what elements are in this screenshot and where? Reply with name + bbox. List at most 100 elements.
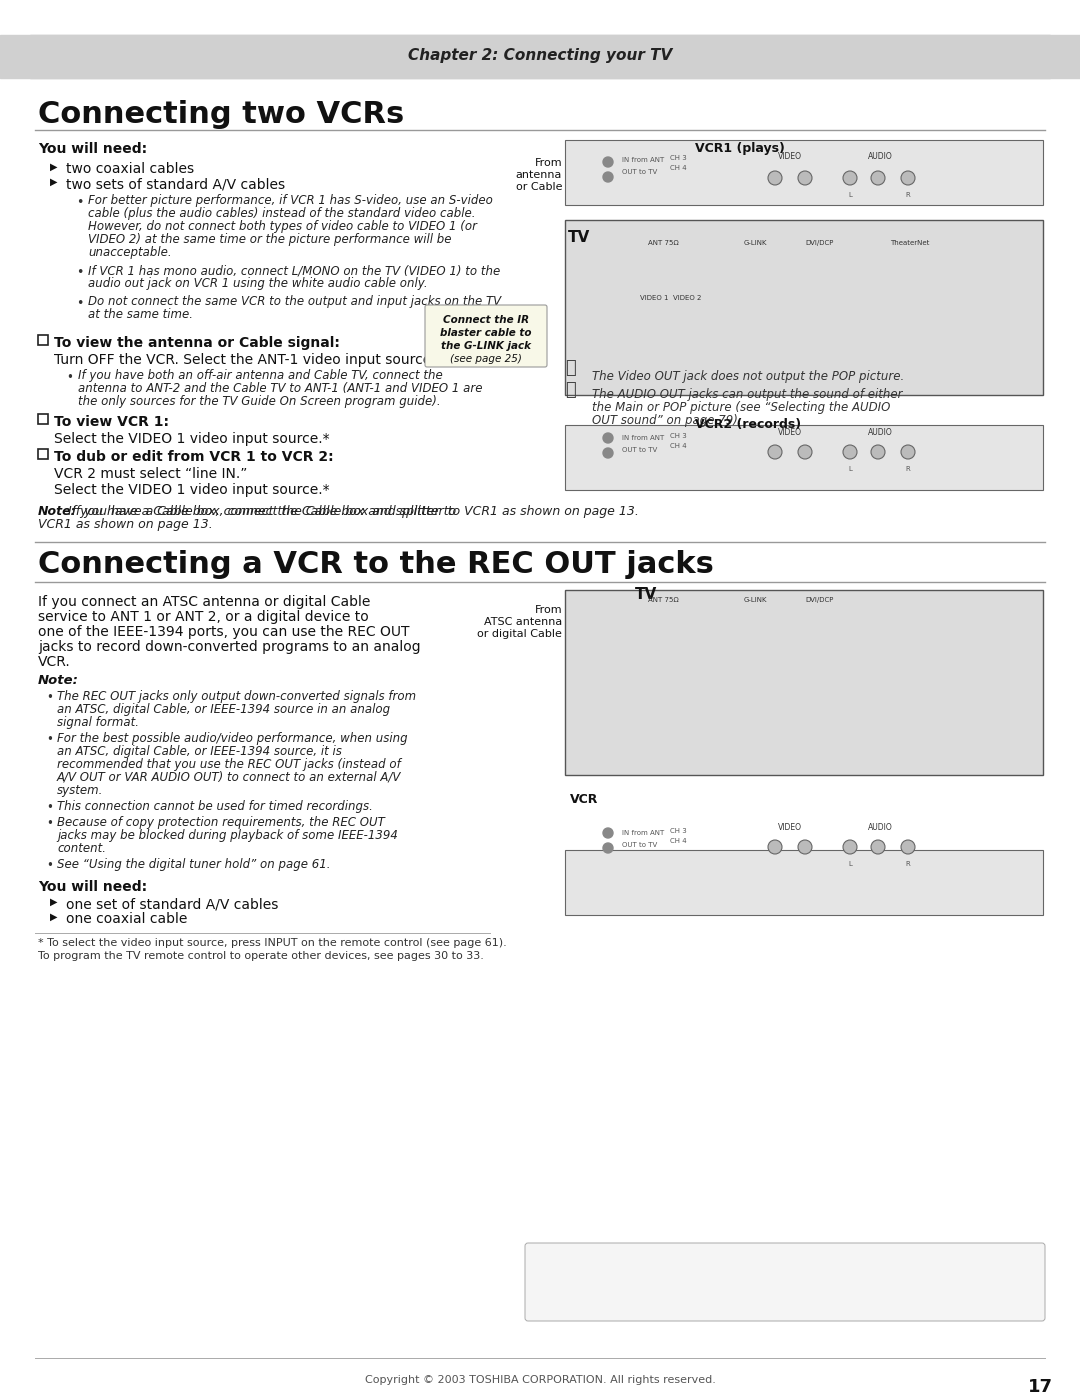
Text: liability.: liability.: [765, 1303, 805, 1315]
FancyBboxPatch shape: [525, 1243, 1045, 1322]
Text: VCR2 (records): VCR2 (records): [696, 418, 801, 432]
Text: If you have both an off-air antenna and Cable TV, connect the: If you have both an off-air antenna and …: [78, 369, 443, 381]
Text: one of the IEEE-1394 ports, you can use the REC OUT: one of the IEEE-1394 ports, you can use …: [38, 624, 409, 638]
Text: •: •: [46, 692, 53, 704]
Text: VIDEO 2) at the same time or the picture performance will be: VIDEO 2) at the same time or the picture…: [87, 233, 451, 246]
Text: AUDIO: AUDIO: [867, 823, 892, 833]
Bar: [38, 335, 48, 345]
Text: For the best possible audio/video performance, when using: For the best possible audio/video perfor…: [57, 732, 407, 745]
Text: The Video OUT jack does not output the POP picture.: The Video OUT jack does not output the P…: [592, 370, 904, 383]
Text: VIDEO: VIDEO: [778, 427, 802, 437]
Circle shape: [870, 170, 885, 184]
Text: CH 3: CH 3: [670, 433, 687, 439]
Text: other countries, and may subject you to civil and criminal: other countries, and may subject you to …: [634, 1291, 936, 1301]
Text: To dub or edit from VCR 1 to VCR 2:: To dub or edit from VCR 1 to VCR 2:: [54, 450, 334, 464]
FancyBboxPatch shape: [426, 305, 546, 367]
Text: IN from ANT: IN from ANT: [622, 830, 664, 835]
Text: However, do not connect both types of video cable to VIDEO 1 (or: However, do not connect both types of vi…: [87, 219, 477, 233]
Text: This connection cannot be used for timed recordings.: This connection cannot be used for timed…: [57, 800, 373, 813]
Text: prohibited under the Copyright Laws of the United States and: prohibited under the Copyright Laws of t…: [624, 1278, 946, 1288]
Text: ATSC antenna: ATSC antenna: [484, 617, 562, 627]
Text: CH 4: CH 4: [670, 165, 686, 170]
Text: Note:: Note:: [38, 504, 77, 518]
Circle shape: [603, 448, 613, 458]
Circle shape: [603, 828, 613, 838]
Text: Chapter 2: Connecting your TV: Chapter 2: Connecting your TV: [408, 47, 672, 63]
Text: CH 3: CH 3: [670, 828, 687, 834]
Circle shape: [603, 433, 613, 443]
Text: •: •: [76, 196, 83, 210]
Text: at the same time.: at the same time.: [87, 307, 193, 321]
Circle shape: [901, 840, 915, 854]
Text: From: From: [535, 158, 562, 168]
Text: 17: 17: [1027, 1377, 1053, 1396]
Text: cable (plus the audio cables) instead of the standard video cable.: cable (plus the audio cables) instead of…: [87, 207, 475, 219]
Text: R: R: [906, 191, 910, 198]
Text: You will need:: You will need:: [38, 142, 147, 156]
Text: Note:: Note:: [38, 673, 79, 687]
Text: VIDEO 1  VIDEO 2: VIDEO 1 VIDEO 2: [640, 295, 701, 300]
Text: •: •: [66, 372, 72, 384]
Text: L: L: [848, 191, 852, 198]
Text: OUT sound” on page 79).: OUT sound” on page 79).: [592, 414, 742, 427]
Text: one set of standard A/V cables: one set of standard A/V cables: [66, 897, 279, 911]
Circle shape: [603, 842, 613, 854]
Text: OUT to TV: OUT to TV: [622, 447, 658, 453]
Text: Ⓑ: Ⓑ: [565, 381, 576, 400]
Text: •: •: [76, 298, 83, 310]
Text: If you connect an ATSC antenna or digital Cable: If you connect an ATSC antenna or digita…: [38, 595, 370, 609]
Text: antenna: antenna: [515, 170, 562, 180]
Circle shape: [768, 840, 782, 854]
Text: To view VCR 1:: To view VCR 1:: [54, 415, 168, 429]
Text: See “Using the digital tuner hold” on page 61.: See “Using the digital tuner hold” on pa…: [57, 858, 330, 870]
Text: VIDEO: VIDEO: [778, 152, 802, 161]
Circle shape: [843, 170, 858, 184]
Text: The unauthorized recording, use, distribution, or revision of: The unauthorized recording, use, distrib…: [630, 1252, 941, 1261]
Text: ANT 75Ω: ANT 75Ω: [648, 597, 678, 604]
Bar: [565, 140, 1043, 205]
Text: Select the VIDEO 1 video input source.*: Select the VIDEO 1 video input source.*: [54, 432, 329, 446]
Text: •: •: [46, 817, 53, 830]
Text: If you have a Cable box, connect the Cable box and splitter to VCR1 as shown on : If you have a Cable box, connect the Cab…: [68, 504, 639, 518]
Bar: [565, 219, 1043, 395]
Text: G-LINK: G-LINK: [743, 597, 767, 604]
Text: two sets of standard A/V cables: two sets of standard A/V cables: [66, 177, 285, 191]
Text: A/V OUT or VAR AUDIO OUT) to connect to an external A/V: A/V OUT or VAR AUDIO OUT) to connect to …: [57, 771, 402, 784]
Bar: [30, 35, 1050, 78]
Text: CH 3: CH 3: [670, 155, 687, 161]
Text: To view the antenna or Cable signal:: To view the antenna or Cable signal:: [54, 337, 340, 351]
Text: Do not connect the same VCR to the output and input jacks on the TV: Do not connect the same VCR to the outpu…: [87, 295, 501, 307]
Circle shape: [843, 840, 858, 854]
Bar: [565, 425, 1043, 490]
Text: * To select the video input source, press INPUT on the remote control (see page : * To select the video input source, pres…: [38, 937, 507, 949]
Text: antenna to ANT-2 and the Cable TV to ANT-1 (ANT-1 and VIDEO 1 are: antenna to ANT-2 and the Cable TV to ANT…: [78, 381, 483, 395]
Text: VCR1 as shown on page 13.: VCR1 as shown on page 13.: [38, 518, 213, 531]
Text: Connect the IR: Connect the IR: [443, 314, 529, 326]
Text: VIDEO: VIDEO: [778, 823, 802, 833]
Text: The AUDIO OUT jacks can output the sound of either: The AUDIO OUT jacks can output the sound…: [592, 388, 903, 401]
Text: the G-LINK jack: the G-LINK jack: [441, 341, 531, 351]
Circle shape: [870, 446, 885, 460]
Bar: [565, 849, 1043, 915]
Text: Copyright © 2003 TOSHIBA CORPORATION. All rights reserved.: Copyright © 2003 TOSHIBA CORPORATION. Al…: [365, 1375, 715, 1384]
Text: TV: TV: [635, 587, 658, 602]
Circle shape: [603, 156, 613, 168]
Text: L: L: [848, 467, 852, 472]
Text: You will need:: You will need:: [38, 880, 147, 894]
Text: •: •: [76, 265, 83, 279]
Text: To program the TV remote control to operate other devices, see pages 30 to 33.: To program the TV remote control to oper…: [38, 951, 484, 961]
Text: Ⓐ: Ⓐ: [565, 359, 576, 377]
Text: IN from ANT: IN from ANT: [622, 434, 664, 441]
Text: the Main or POP picture (see “Selecting the AUDIO: the Main or POP picture (see “Selecting …: [592, 401, 890, 414]
Text: recommended that you use the REC OUT jacks (instead of: recommended that you use the REC OUT jac…: [57, 759, 401, 771]
Text: VCR: VCR: [570, 793, 598, 806]
Text: TheaterNet: TheaterNet: [890, 240, 930, 246]
Text: OUT to TV: OUT to TV: [622, 842, 658, 848]
Bar: [38, 414, 48, 425]
Circle shape: [870, 840, 885, 854]
Text: G-LINK: G-LINK: [743, 240, 767, 246]
Text: ▶: ▶: [50, 912, 57, 922]
Text: system.: system.: [57, 784, 104, 798]
Text: Because of copy protection requirements, the REC OUT: Because of copy protection requirements,…: [57, 816, 384, 828]
Circle shape: [798, 446, 812, 460]
